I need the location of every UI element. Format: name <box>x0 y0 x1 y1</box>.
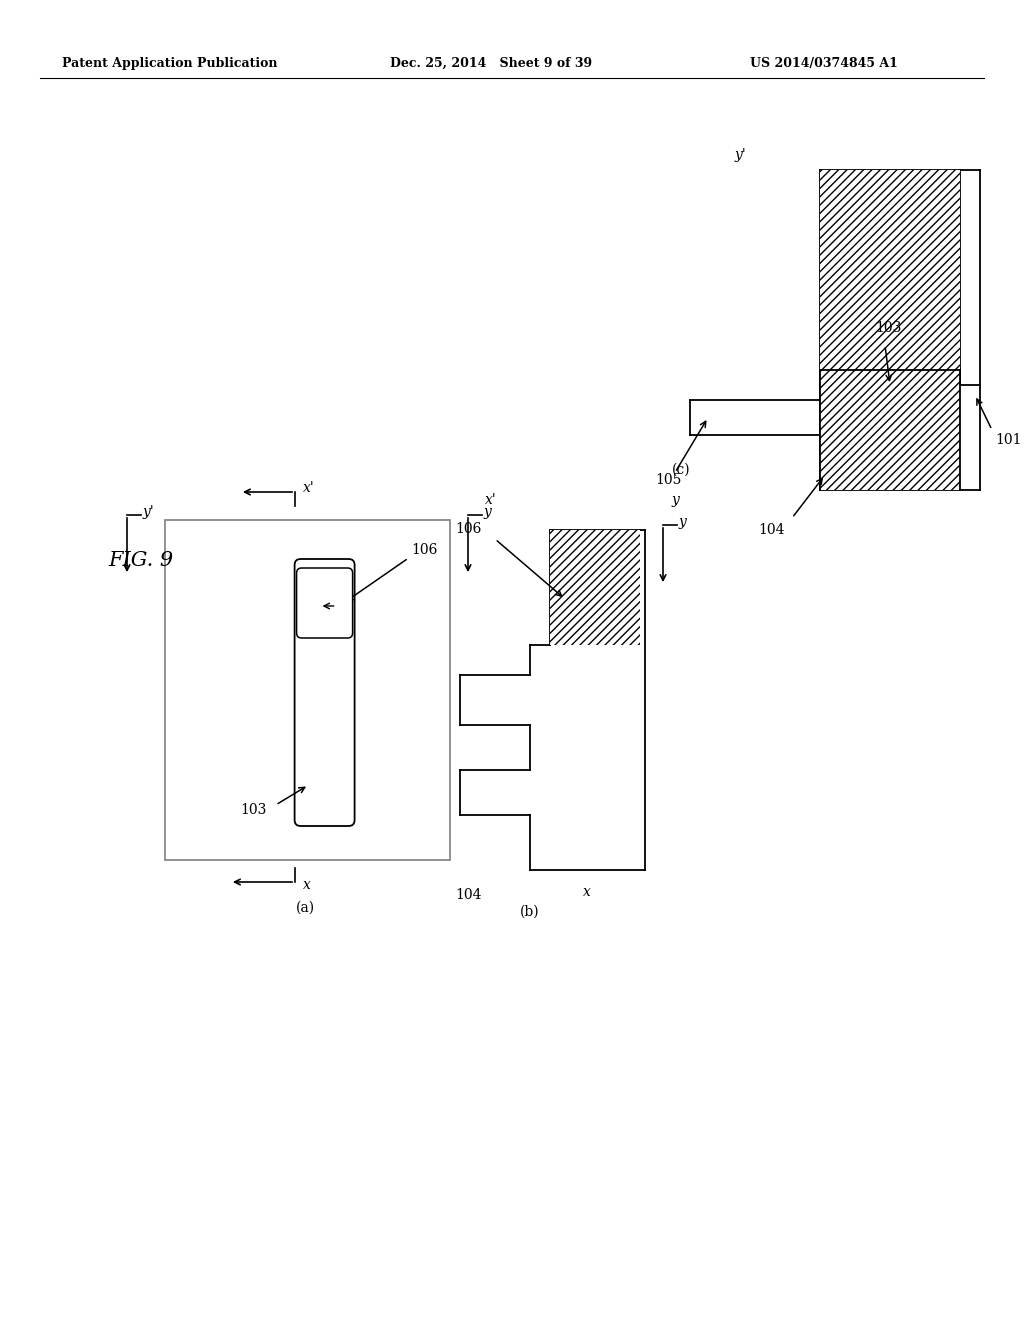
Text: x': x' <box>303 480 314 495</box>
Text: FIG. 9: FIG. 9 <box>108 550 173 569</box>
Text: 103: 103 <box>241 803 267 817</box>
Text: 101: 101 <box>995 433 1022 447</box>
Text: x: x <box>303 878 311 892</box>
Text: (c): (c) <box>672 463 690 477</box>
Text: 105: 105 <box>655 474 681 487</box>
Bar <box>820 170 961 385</box>
Text: x': x' <box>485 492 497 507</box>
Text: 104: 104 <box>758 523 784 537</box>
Text: y': y' <box>735 148 746 162</box>
Text: y: y <box>679 515 687 529</box>
Text: Dec. 25, 2014   Sheet 9 of 39: Dec. 25, 2014 Sheet 9 of 39 <box>390 57 592 70</box>
Text: 103: 103 <box>874 321 901 335</box>
Text: (a): (a) <box>296 902 314 915</box>
FancyBboxPatch shape <box>297 568 352 638</box>
Text: y: y <box>672 492 680 507</box>
Text: y': y' <box>143 506 155 519</box>
Text: (b): (b) <box>520 906 540 919</box>
Bar <box>550 531 640 645</box>
Text: x: x <box>583 884 591 899</box>
Bar <box>820 370 961 490</box>
Bar <box>165 520 450 861</box>
Text: Patent Application Publication: Patent Application Publication <box>62 57 278 70</box>
Text: y: y <box>484 506 492 519</box>
Text: 104: 104 <box>455 888 481 902</box>
Text: 106: 106 <box>412 543 438 557</box>
Text: 106: 106 <box>455 521 481 536</box>
FancyBboxPatch shape <box>295 558 354 826</box>
Text: US 2014/0374845 A1: US 2014/0374845 A1 <box>750 57 898 70</box>
